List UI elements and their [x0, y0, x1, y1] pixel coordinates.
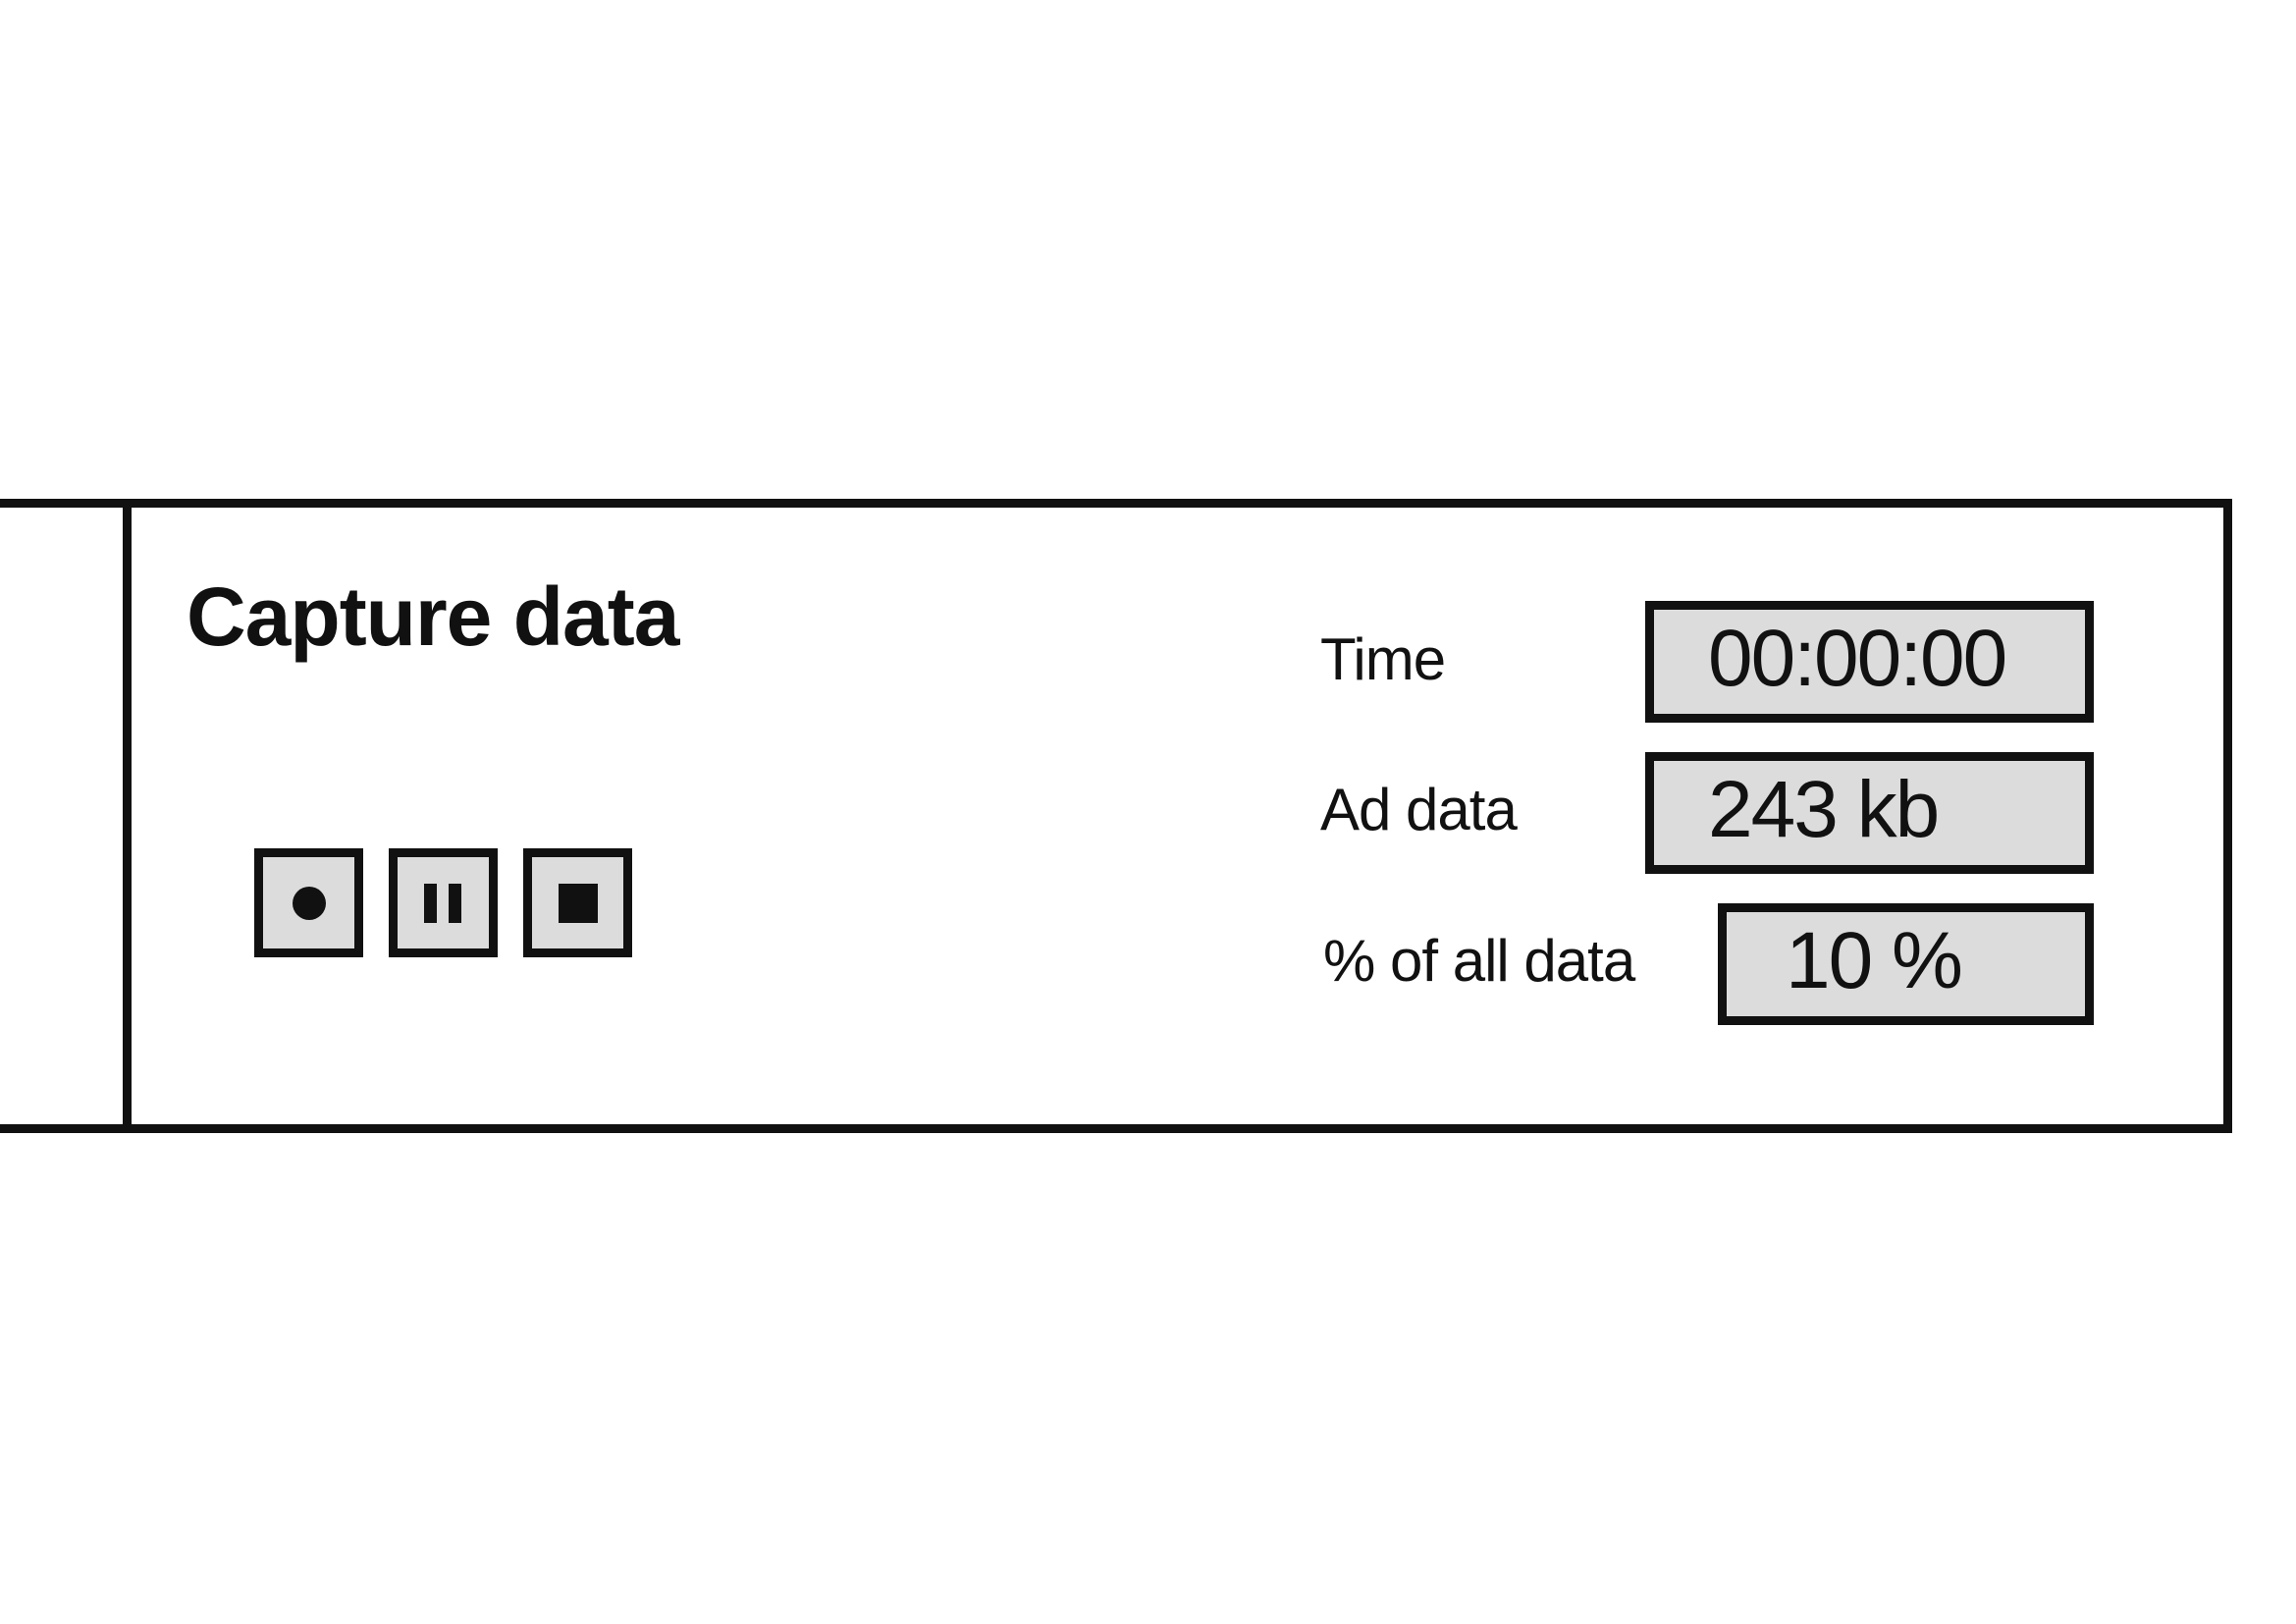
ad-data-label: Ad data	[1320, 777, 1518, 842]
ad-data-value: 243 kb	[1645, 752, 2094, 874]
record-button[interactable]	[254, 848, 363, 957]
percent-of-all-value: 10 %	[1718, 903, 2094, 1025]
percent-of-all-label: % of all data	[1323, 928, 1635, 994]
panel-title: Capture data	[187, 570, 679, 663]
stop-button[interactable]	[523, 848, 632, 957]
pause-button[interactable]	[389, 848, 498, 957]
record-icon	[290, 884, 329, 923]
panel-divider	[123, 499, 132, 1133]
time-label: Time	[1320, 626, 1446, 692]
time-value: 00:00:00	[1645, 601, 2094, 723]
pause-icon	[420, 882, 467, 925]
stop-icon	[557, 882, 600, 925]
